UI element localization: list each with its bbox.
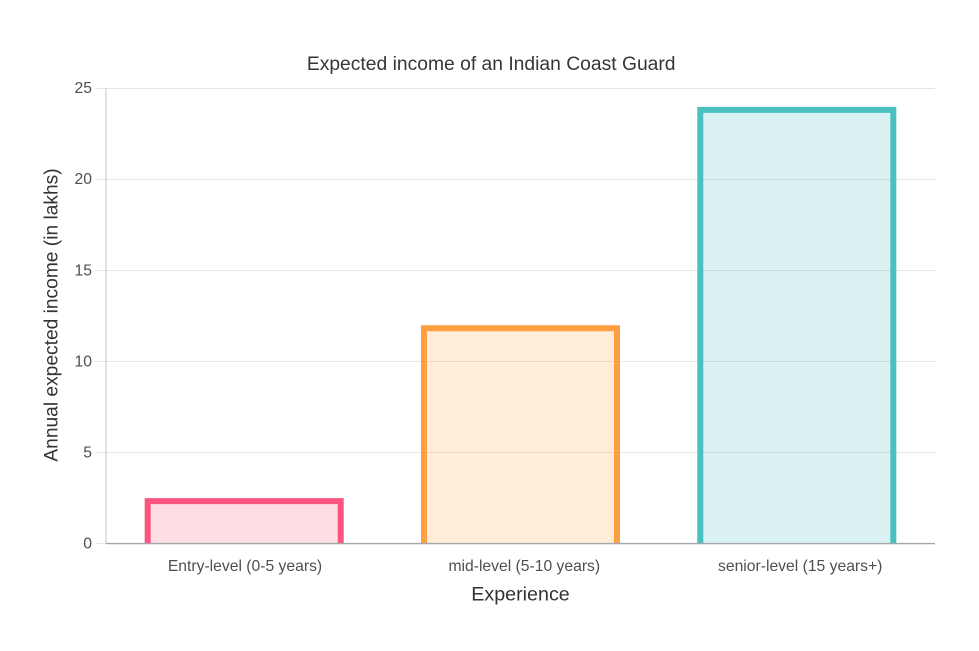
svg-text:5: 5 [83,444,92,461]
svg-text:Expected income of an Indian C: Expected income of an Indian Coast Guard [307,54,676,75]
svg-text:15: 15 [75,262,93,279]
svg-text:Experience: Experience [471,584,570,606]
svg-text:10: 10 [75,353,93,370]
svg-text:25: 25 [75,80,93,97]
svg-text:mid-level (5-10 years): mid-level (5-10 years) [448,558,600,575]
svg-text:20: 20 [75,171,93,188]
svg-text:Entry-level (0-5 years): Entry-level (0-5 years) [168,558,322,575]
svg-text:Annual expected income (in lak: Annual expected income (in lakhs) [42,168,63,461]
svg-text:0: 0 [83,535,92,552]
svg-text:senior-level (15 years+): senior-level (15 years+) [718,558,882,575]
